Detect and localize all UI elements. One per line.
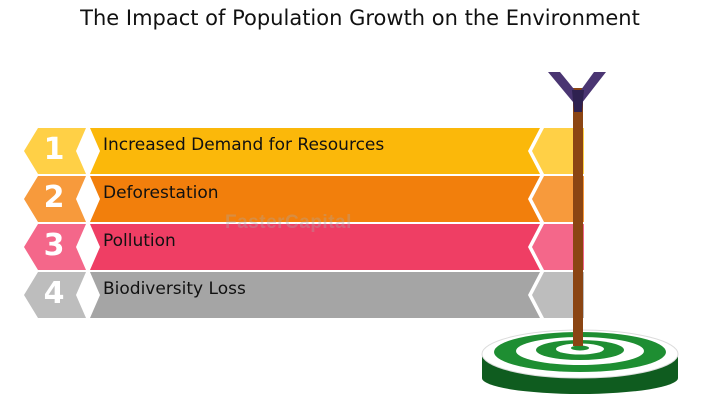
step-label: Pollution [103, 231, 176, 251]
step-row-3 [24, 224, 584, 270]
step-label: Biodiversity Loss [103, 279, 246, 299]
step-number-tab [24, 224, 86, 270]
step-row-1 [24, 128, 584, 174]
step-number: 2 [43, 180, 65, 215]
step-band [90, 224, 540, 270]
step-end-piece [532, 224, 584, 270]
arrow-icon [548, 72, 606, 346]
step-band [90, 128, 540, 174]
watermark: FasterCapital [225, 212, 352, 233]
diagram-title: The Impact of Population Growth on the E… [80, 6, 640, 30]
step-row-4 [24, 272, 584, 318]
step-label: Deforestation [103, 183, 219, 203]
step-band [90, 272, 540, 318]
step-number: 4 [43, 276, 65, 311]
step-number: 3 [43, 228, 65, 263]
step-number: 1 [43, 132, 65, 167]
step-band [90, 176, 540, 222]
step-end-piece [532, 176, 584, 222]
step-end-piece [532, 128, 584, 174]
step-number-tab [24, 128, 86, 174]
step-row-2 [24, 176, 584, 222]
step-label: Increased Demand for Resources [103, 135, 385, 155]
step-number-tab [24, 272, 86, 318]
step-end-piece [532, 272, 584, 318]
step-number-tab [24, 176, 86, 222]
target-icon [481, 329, 679, 394]
